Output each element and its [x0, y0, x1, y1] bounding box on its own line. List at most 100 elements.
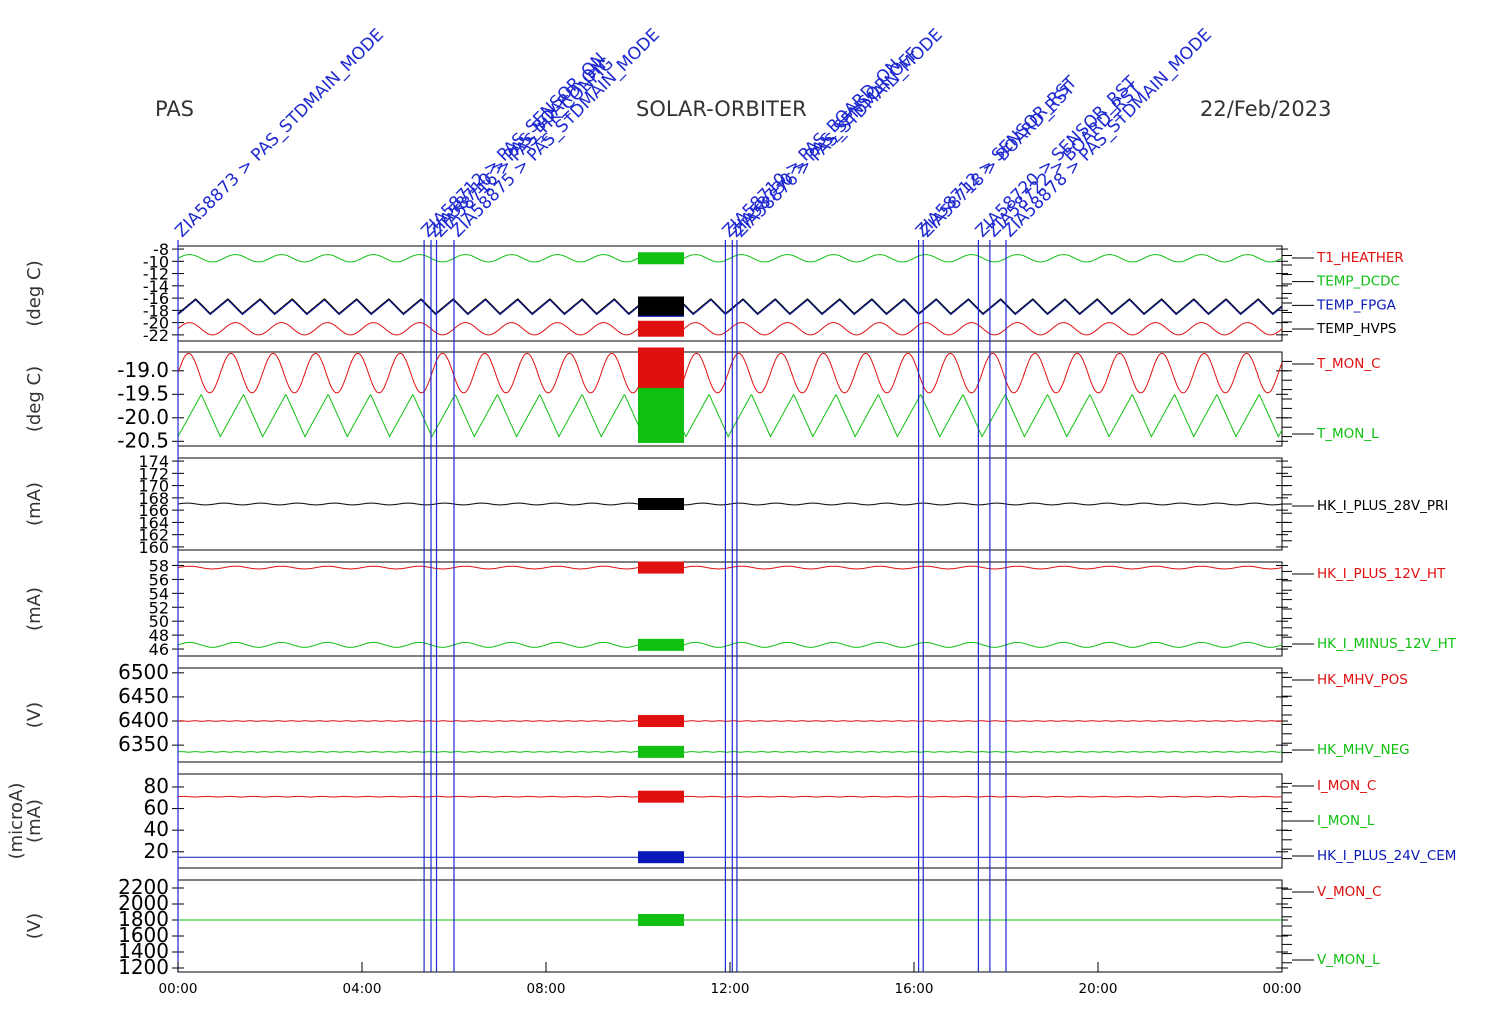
- y-tick-label: 40: [144, 817, 169, 841]
- panel-2: -19.0-19.5-20.0-20.5 (deg C) T_MON_C T_MON_…: [24, 347, 1381, 452]
- y-tick-label: -8: [153, 240, 169, 259]
- legend-label: TEMP_DCDC: [1316, 274, 1400, 290]
- high-rate-burst: [638, 745, 684, 758]
- y-tick-label: -20.5: [117, 428, 169, 452]
- series-line: [177, 254, 1283, 263]
- y-axis-label: (deg C): [24, 260, 45, 326]
- y-tick-label: -20.0: [117, 405, 169, 429]
- header-instrument: PAS: [155, 97, 194, 121]
- y-axis-label: (mA): [24, 587, 45, 631]
- command-markers: [177, 240, 1007, 972]
- y-tick-label: -16: [143, 289, 169, 308]
- legend-label: V_MON_L: [1317, 952, 1380, 968]
- legend-label: HK_I_PLUS_28V_PRI: [1317, 498, 1448, 514]
- series-line: [177, 565, 1283, 570]
- legend-label: HK_MHV_POS: [1317, 672, 1408, 688]
- y-tick-label: 162: [138, 526, 169, 545]
- y-tick-label: -19.5: [117, 381, 169, 405]
- y-tick-label: 170: [138, 477, 169, 496]
- legend-label: HK_I_MINUS_12V_HT: [1317, 636, 1457, 652]
- y-tick-label: 172: [138, 464, 169, 483]
- high-rate-burst: [638, 387, 684, 443]
- legend-label: T_MON_C: [1316, 356, 1381, 372]
- legend-label: V_MON_C: [1317, 884, 1382, 900]
- y-tick-label: -22: [143, 326, 169, 345]
- high-rate-burst: [638, 715, 684, 728]
- y-axis-label: (mA): [24, 482, 45, 526]
- x-tick-label: 20:00: [1079, 981, 1118, 997]
- series-line: [177, 641, 1283, 648]
- y-tick-label: -18: [143, 301, 169, 320]
- y-tick-label: 80: [144, 774, 169, 798]
- y-tick-label: 56: [149, 570, 169, 589]
- x-tick-label: 08:00: [527, 981, 566, 997]
- y-tick-label: 2200: [118, 875, 169, 899]
- y-tick-label: -12: [143, 265, 169, 284]
- legend-label: TEMP_HVPS: [1316, 321, 1396, 337]
- y-tick-label: 60: [144, 796, 169, 820]
- legend-label: HK_MHV_NEG: [1317, 742, 1410, 758]
- y-tick-label: 50: [149, 612, 169, 631]
- y-tick-label: 48: [149, 626, 169, 645]
- high-rate-burst: [638, 851, 684, 864]
- x-tick-label: 00:00: [1263, 981, 1302, 997]
- x-tick-label: 12:00: [711, 981, 750, 997]
- series-line: [177, 322, 1283, 336]
- y-tick-label: -14: [143, 277, 169, 296]
- legend-label: HK_I_PLUS_24V_CEM: [1317, 848, 1456, 864]
- y-axis-label: (mA): [24, 799, 45, 843]
- high-rate-burst: [638, 320, 684, 337]
- series-line: [177, 502, 1283, 506]
- legend-label: TEMP_FPGA: [1316, 297, 1397, 313]
- y-tick-label: 58: [149, 556, 169, 575]
- legend-label: T_MON_L: [1316, 426, 1379, 442]
- header-mission: SOLAR-ORBITER: [636, 97, 807, 121]
- series-line: [177, 298, 1283, 315]
- high-rate-burst: [638, 914, 684, 926]
- high-rate-burst: [638, 498, 684, 510]
- time-axis: 00:00 04:00 08:00 12:00 16:00 20:00 00:00: [159, 962, 1302, 997]
- x-tick-label: 00:00: [159, 981, 198, 997]
- y-tick-label: 6500: [118, 660, 169, 684]
- series-line: [177, 720, 1283, 722]
- header-date: 22/Feb/2023: [1200, 97, 1332, 121]
- y-axis-label: (V): [24, 702, 45, 728]
- y-tick-label: 164: [138, 513, 169, 532]
- y-axis-label: (deg C): [24, 366, 45, 432]
- y-tick-label: 6400: [118, 708, 169, 732]
- legend-label: T1_HEATHER: [1316, 250, 1404, 266]
- high-rate-burst: [638, 561, 684, 574]
- y-tick-label: 54: [149, 584, 169, 603]
- series-line: [177, 751, 1283, 753]
- series-line: [177, 393, 1283, 438]
- x-tick-label: 16:00: [895, 981, 934, 997]
- y-tick-label: 2000: [118, 891, 169, 915]
- y-tick-label: 20: [144, 839, 169, 863]
- legend-label: I_MON_L: [1317, 813, 1375, 829]
- y-tick-label: 160: [138, 538, 169, 557]
- y-tick-label: 6450: [118, 684, 169, 708]
- y-tick-label: 1400: [118, 939, 169, 963]
- y-axis-label: (V): [24, 913, 45, 939]
- y-tick-label: 6350: [118, 732, 169, 756]
- y-tick-label: 166: [138, 501, 169, 520]
- high-rate-burst: [638, 296, 684, 316]
- y-tick-label: 1800: [118, 907, 169, 931]
- high-rate-burst: [638, 638, 684, 651]
- y-tick-label: 46: [149, 640, 169, 659]
- y-tick-label: 1600: [118, 923, 169, 947]
- y-tick-label: 174: [138, 452, 169, 471]
- y-tick-label: -19.0: [117, 358, 169, 382]
- series-line: [177, 353, 1283, 394]
- legend-label: HK_I_PLUS_12V_HT: [1317, 566, 1446, 582]
- y-tick-label: 52: [149, 598, 169, 617]
- legend-label: I_MON_C: [1317, 778, 1376, 794]
- series-line: [177, 299, 1283, 316]
- y-tick-label: 168: [138, 489, 169, 508]
